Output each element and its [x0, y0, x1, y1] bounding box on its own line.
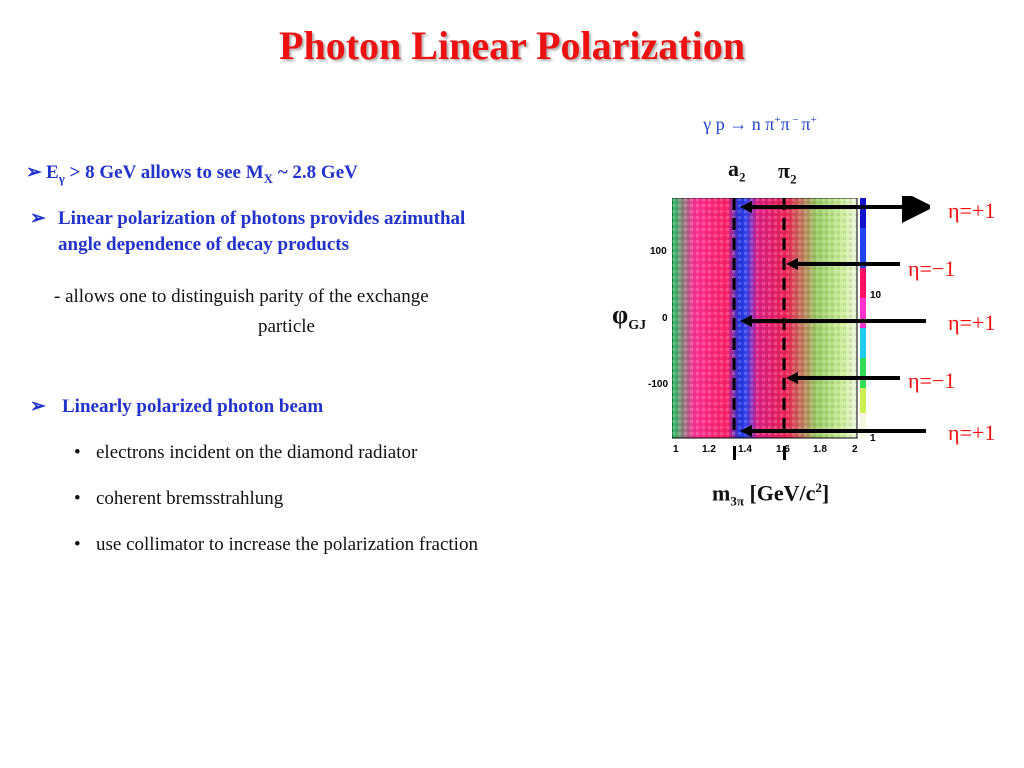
bullet-photon-beam: ➢ Linearly polarized photon beam — [30, 394, 323, 420]
label-a2: a2 — [728, 156, 746, 185]
x-tick: 1.8 — [813, 444, 827, 455]
sub-text-parity-line2: particle — [258, 316, 315, 337]
eta-label: η=+1 — [948, 310, 996, 335]
arrow-bullet-icon: ➢ — [30, 396, 46, 417]
eta-arrows — [740, 196, 930, 437]
tick-mark — [783, 446, 786, 460]
reaction-equation: γ p → n π+π − π+ — [703, 114, 817, 134]
heatmap-canvas — [672, 198, 866, 439]
x-tick: 1.4 — [738, 444, 752, 455]
scale-label: 10 — [870, 290, 882, 301]
slide-title: Photon Linear Polarization — [279, 23, 745, 68]
sub-text-parity-line1: - allows one to distinguish parity of th… — [54, 286, 429, 307]
arrow-bullet-icon: ➢ — [30, 208, 46, 229]
scale-label: 1 — [870, 433, 876, 444]
y-tick: -100 — [648, 379, 669, 390]
y-tick: 0 — [662, 313, 668, 324]
x-tick: 2 — [852, 444, 858, 455]
arrow-bullet-icon: ➢ — [26, 162, 42, 183]
x-tick: 1.2 — [702, 444, 716, 455]
x-tick: 1 — [673, 444, 679, 455]
bullet-energy: ➢ Eγ > 8 GeV allows to see MX ~ 2.8 GeV — [26, 162, 358, 186]
eta-label: η=+1 — [948, 198, 996, 223]
eta-label: η=+1 — [948, 420, 996, 445]
eta-label: η=−1 — [908, 368, 956, 393]
eta-label: η=−1 — [908, 256, 956, 281]
y-tick: 100 — [650, 246, 667, 257]
label-pi2: π2 — [778, 158, 797, 187]
x-tick: 1.6 — [776, 444, 790, 455]
x-axis-label: m3π [GeV/c2] — [712, 480, 830, 509]
list-item: • use collimator to increase the polariza… — [74, 534, 478, 555]
bullet-linear-polarization: ➢ Linear polarization of photons provides… — [30, 208, 466, 255]
list-item: • electrons incident on the diamond radia… — [74, 442, 418, 463]
tick-mark — [733, 446, 736, 460]
y-axis-label: φGJ — [612, 300, 647, 334]
list-item: • coherent bremsstrahlung — [74, 488, 284, 509]
figure-gj-angle-plot: a2 π2 φGJ 100 0 -100 — [610, 150, 1024, 530]
